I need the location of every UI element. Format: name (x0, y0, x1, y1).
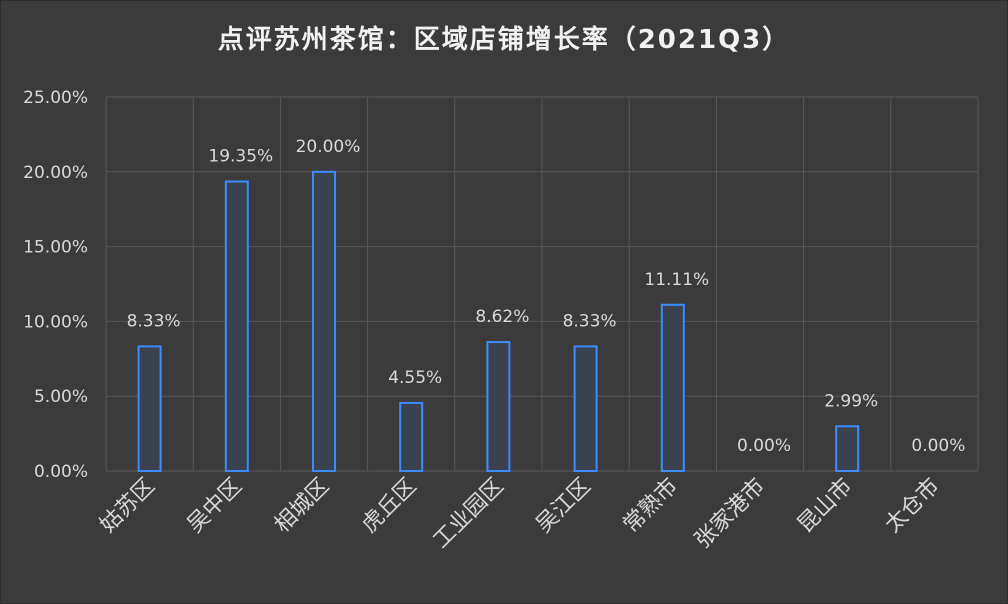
bar (835, 425, 860, 472)
x-tick-label: 吴中区 (183, 474, 247, 538)
x-tick-label: 吴江区 (531, 474, 595, 538)
bar (486, 341, 511, 472)
x-tick-label: 姑苏区 (95, 474, 159, 538)
bar (573, 345, 598, 473)
x-tick-label: 张家港市 (690, 474, 770, 554)
y-tick-labels: 0.00% 5.00% 10.00% 15.00% 20.00% 25.00% (23, 88, 88, 482)
bar (660, 303, 685, 472)
x-tick-label: 虎丘区 (357, 474, 421, 538)
data-labels: 8.33% 19.35% 20.00% 4.55% 8.62% 8.33% 11.11% 0.… (127, 137, 966, 456)
y-tick-label: 5.00% (34, 387, 88, 407)
grid-lines (105, 96, 979, 472)
y-tick-label: 15.00% (23, 238, 88, 258)
x-tick-label: 工业园区 (429, 474, 509, 554)
bar (224, 180, 249, 473)
data-label: 8.62% (475, 307, 529, 327)
x-tick-labels: 姑苏区 吴中区 相城区 虎丘区 工业园区 吴江区 常熟市 张家港市 昆山市 太仓市 (95, 474, 944, 554)
data-label: 11.11% (644, 270, 709, 290)
data-label: 8.33% (127, 311, 181, 331)
data-label: 0.00% (737, 436, 791, 456)
data-label: 2.99% (824, 391, 878, 411)
x-tick-label: 相城区 (270, 474, 334, 538)
data-label: 8.33% (563, 311, 617, 331)
x-tick-label: 常熟市 (619, 474, 683, 538)
bar (312, 170, 336, 473)
x-tick-label: 太仓市 (880, 474, 944, 538)
y-tick-label: 10.00% (23, 312, 88, 332)
y-tick-label: 20.00% (23, 163, 88, 183)
bar (399, 401, 424, 473)
bars (137, 170, 860, 473)
x-tick-label: 昆山市 (793, 474, 857, 538)
chart-title: 点评苏州茶馆：区域店铺增长率（2021Q3） (217, 25, 791, 55)
y-tick-label: 25.00% (23, 88, 88, 108)
data-label: 4.55% (388, 368, 442, 388)
data-label: 20.00% (296, 137, 361, 157)
y-tick-label: 0.00% (34, 462, 88, 482)
data-label: 0.00% (911, 436, 965, 456)
data-label: 19.35% (208, 147, 273, 167)
bar (137, 345, 162, 473)
